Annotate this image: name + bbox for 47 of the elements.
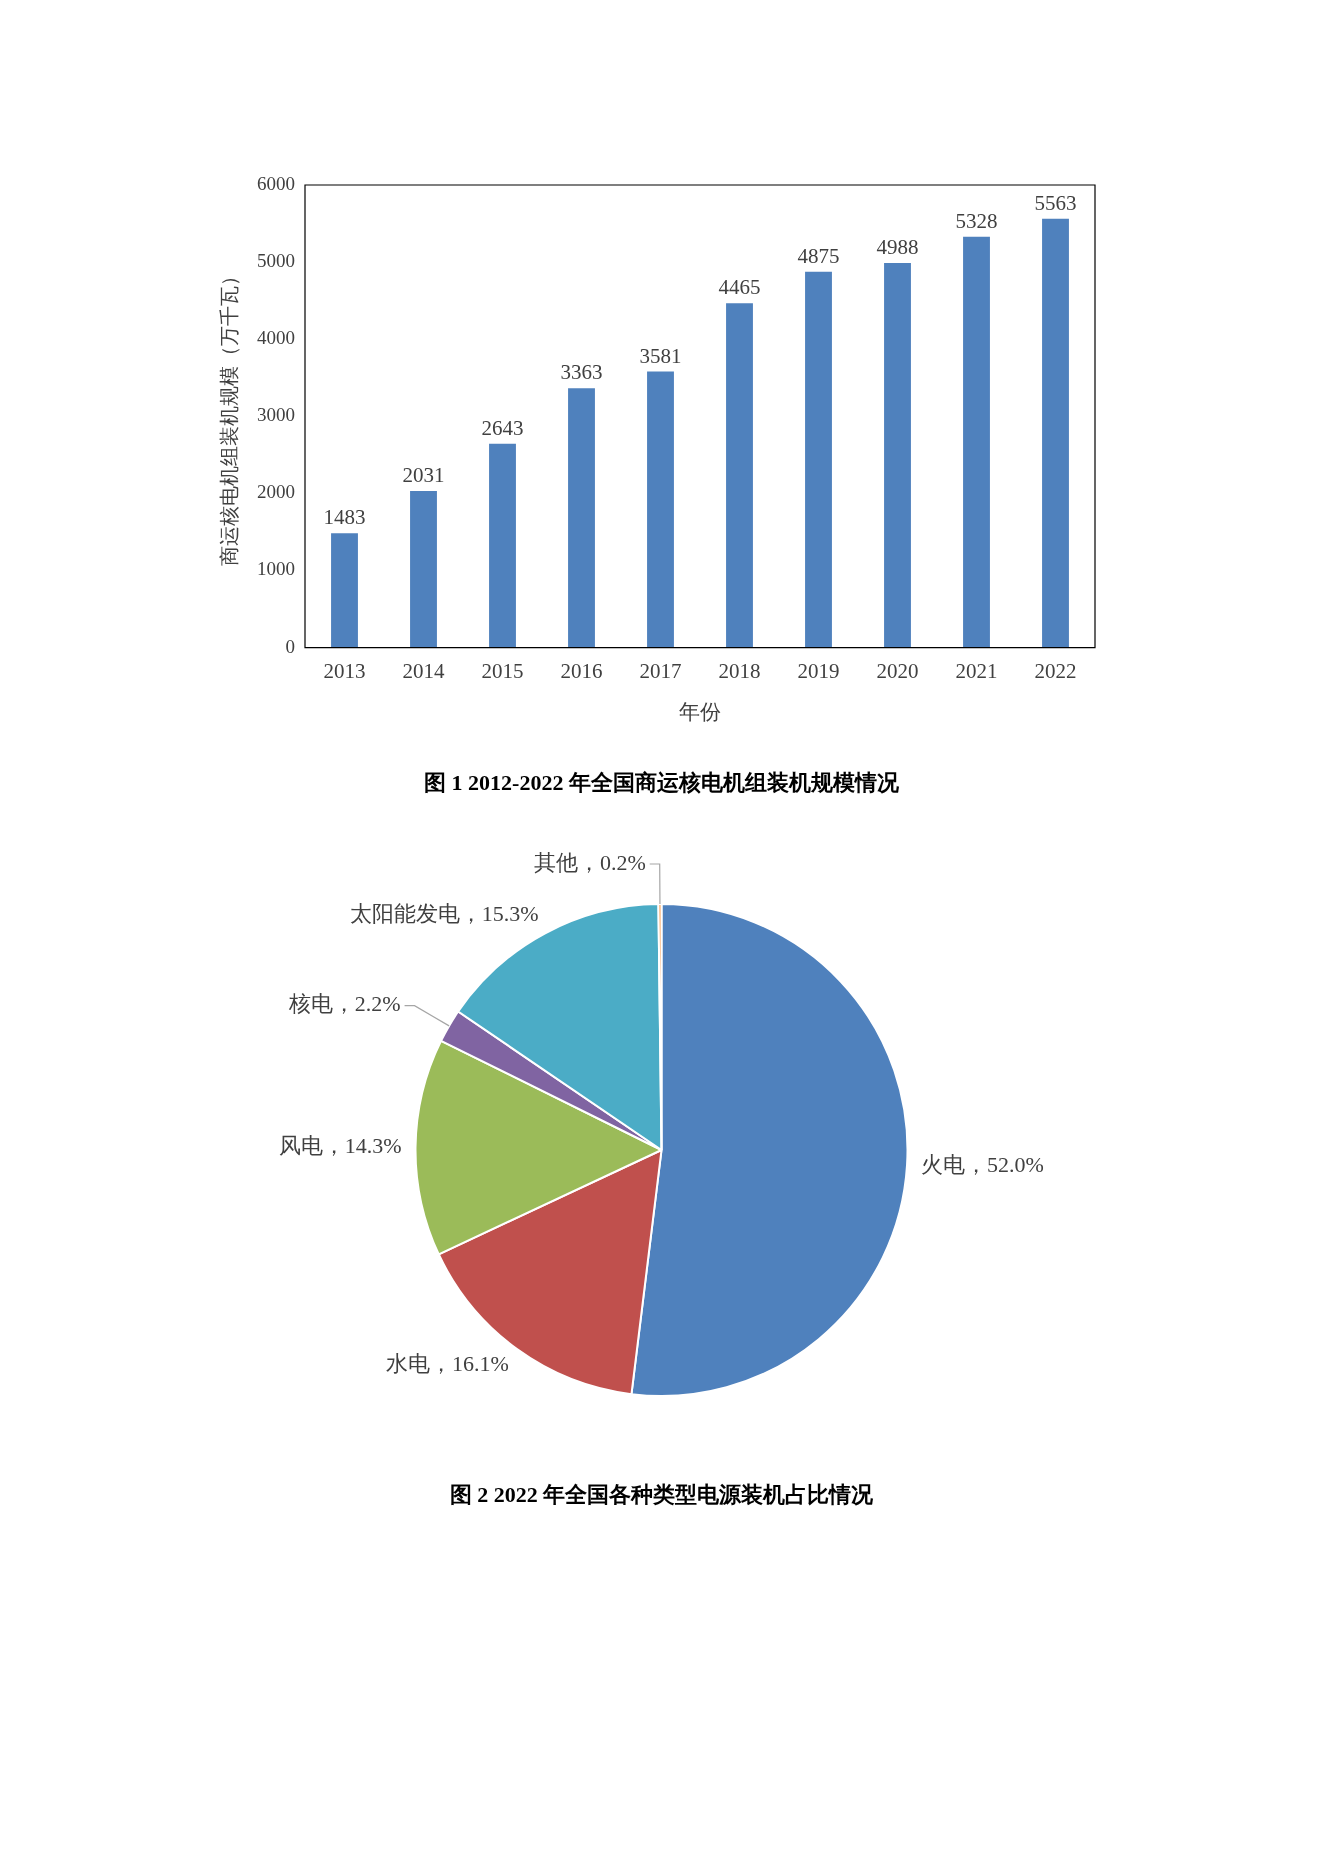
data-label: 2643 — [481, 415, 524, 440]
text: 图 2 2022 年全国各种类型电源装机占比情况 — [448, 1481, 875, 1509]
bar — [726, 303, 753, 648]
slice-label: 水电，16.1% — [385, 1351, 509, 1377]
bar — [489, 443, 516, 648]
bar — [805, 271, 832, 648]
x-tick-label: 2015 — [481, 658, 524, 683]
x-tick-label: 2013 — [323, 658, 366, 683]
bar — [647, 371, 674, 648]
slice-label: 其他，0.2% — [533, 849, 646, 875]
x-tick-label: 2020 — [876, 658, 919, 683]
slice-label: 太阳能发电，15.3% — [349, 901, 539, 927]
y-tick-label: 2000 — [257, 481, 295, 503]
data-label: 1483 — [323, 505, 366, 530]
x-tick-label: 2014 — [402, 658, 445, 683]
data-label: 4465 — [718, 275, 761, 300]
bar — [963, 236, 990, 648]
data-label: 5328 — [955, 208, 998, 233]
y-tick-label: 0 — [285, 635, 295, 657]
x-tick-label: 2016 — [560, 658, 603, 683]
y-axis-title: 商运核电机组装机规模（万千瓦） — [218, 266, 241, 567]
data-label: 2031 — [402, 463, 445, 488]
y-tick-label: 5000 — [257, 250, 295, 272]
x-tick-label: 2018 — [718, 658, 761, 683]
x-tick-label: 2022 — [1034, 658, 1077, 683]
y-tick-label: 1000 — [257, 558, 295, 580]
data-label: 3363 — [560, 360, 603, 385]
bar — [884, 263, 911, 648]
x-tick-label: 2017 — [639, 658, 682, 683]
data-label: 4875 — [797, 243, 840, 268]
x-tick-label: 2021 — [955, 658, 998, 683]
bar — [1042, 218, 1069, 648]
bar — [410, 491, 437, 648]
data-label: 5563 — [1034, 190, 1077, 215]
y-tick-label: 3000 — [257, 404, 295, 426]
bar — [568, 388, 595, 648]
text: 图 1 2012-2022 年全国商运核电机组装机规模情况 — [423, 769, 900, 797]
slice-label: 核电，2.2% — [287, 991, 401, 1017]
slice-label: 火电，52.0% — [921, 1152, 1044, 1178]
data-label: 4988 — [876, 235, 919, 260]
y-tick-label: 4000 — [257, 327, 295, 349]
y-tick-label: 6000 — [257, 172, 295, 194]
x-tick-label: 2019 — [797, 658, 840, 683]
slice-label: 风电，14.3% — [278, 1132, 402, 1158]
x-axis-title: 年份 — [679, 699, 721, 724]
bar — [331, 533, 358, 648]
data-label: 3581 — [639, 343, 682, 368]
